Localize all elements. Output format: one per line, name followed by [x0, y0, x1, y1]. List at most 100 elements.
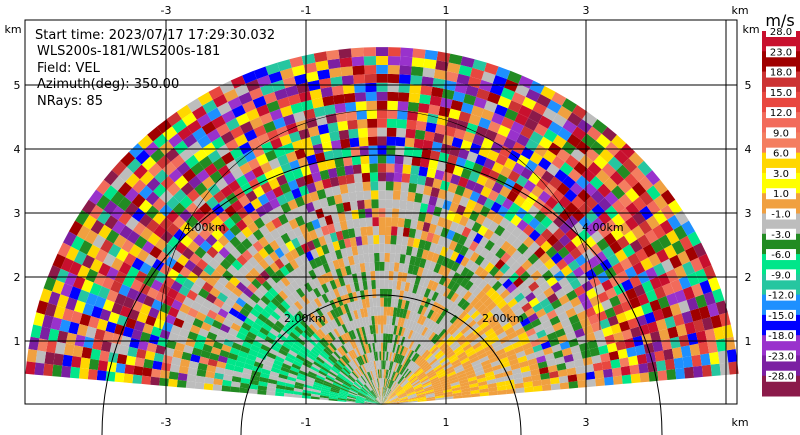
velocity-gate: [520, 365, 531, 373]
velocity-gate: [455, 284, 465, 295]
velocity-gate: [156, 119, 172, 134]
velocity-gate: [438, 317, 447, 327]
velocity-gate: [438, 106, 451, 118]
velocity-gate: [505, 221, 517, 234]
velocity-gate: [474, 243, 485, 255]
velocity-gate: [509, 335, 520, 345]
velocity-gate: [594, 251, 608, 264]
velocity-gate: [558, 276, 570, 288]
velocity-gate: [355, 399, 365, 402]
velocity-gate: [372, 226, 379, 236]
velocity-gate: [386, 369, 389, 379]
velocity-gate: [581, 280, 594, 293]
velocity-gate: [148, 334, 160, 345]
y-tick-right: 3: [745, 207, 752, 220]
velocity-gate: [577, 189, 591, 203]
velocity-gate: [84, 229, 99, 245]
velocity-gate: [148, 307, 160, 319]
velocity-gate: [538, 313, 550, 324]
velocity-gate: [248, 349, 259, 357]
velocity-gate: [242, 302, 254, 313]
velocity-gate: [592, 302, 605, 315]
velocity-gate: [327, 58, 341, 70]
velocity-gate: [389, 352, 393, 362]
velocity-gate: [590, 140, 606, 156]
velocity-gate: [377, 145, 387, 155]
velocity-gate: [387, 109, 398, 119]
velocity-gate: [331, 340, 339, 350]
velocity-gate: [276, 225, 287, 237]
velocity-gate: [217, 164, 231, 178]
velocity-gate: [368, 298, 374, 308]
velocity-gate: [315, 246, 325, 257]
velocity-gate: [306, 373, 317, 380]
velocity-gate: [460, 139, 473, 152]
velocity-gate: [377, 397, 382, 405]
velocity-gate: [242, 261, 254, 273]
velocity-gate: [338, 276, 346, 287]
velocity-gate: [273, 359, 284, 367]
velocity-gate: [557, 369, 568, 377]
velocity-gate: [478, 79, 493, 92]
velocity-gate: [571, 208, 585, 222]
velocity-gate: [503, 370, 513, 377]
velocity-gate: [547, 292, 559, 304]
velocity-gate: [440, 330, 450, 340]
velocity-gate: [355, 191, 365, 201]
velocity-gate: [272, 363, 282, 370]
velocity-gate: [712, 288, 725, 303]
velocity-gate: [481, 283, 492, 294]
velocity-gate: [356, 396, 366, 400]
velocity-gate: [628, 355, 639, 366]
velocity-gate: [274, 258, 285, 270]
velocity-gate: [362, 181, 371, 191]
velocity-gate: [99, 350, 110, 362]
velocity-gate: [403, 383, 412, 390]
velocity-gate: [639, 372, 650, 383]
velocity-gate: [638, 176, 654, 191]
velocity-gate: [675, 367, 686, 380]
velocity-gate: [383, 387, 385, 397]
velocity-gate: [611, 134, 627, 150]
velocity-gate: [695, 294, 708, 309]
velocity-gate: [534, 222, 547, 235]
velocity-gate: [399, 399, 409, 403]
velocity-gate: [421, 380, 431, 387]
velocity-gate: [403, 369, 411, 378]
velocity-gate: [368, 361, 373, 371]
velocity-gate: [132, 179, 147, 194]
velocity-gate: [360, 365, 366, 374]
velocity-gate: [494, 224, 506, 237]
velocity-gate: [388, 342, 392, 352]
velocity-gate: [249, 116, 264, 130]
velocity-gate: [318, 370, 328, 377]
velocity-gate: [664, 358, 676, 371]
velocity-gate: [361, 354, 366, 364]
velocity-gate: [484, 62, 499, 75]
velocity-gate: [512, 141, 526, 155]
velocity-gate: [522, 236, 535, 248]
velocity-gate: [479, 205, 491, 218]
velocity-gate: [152, 183, 167, 198]
velocity-gate: [408, 310, 415, 321]
velocity-gate: [679, 235, 693, 251]
velocity-gate: [365, 298, 370, 308]
velocity-gate: [366, 396, 375, 401]
x-tick-top: -3: [161, 4, 172, 17]
velocity-gate: [489, 83, 504, 96]
velocity-gate: [347, 321, 354, 331]
velocity-gate: [219, 349, 230, 358]
velocity-gate: [207, 149, 222, 164]
velocity-gate: [365, 397, 374, 402]
velocity-gate: [370, 181, 379, 191]
velocity-gate: [547, 364, 558, 373]
velocity-gate: [318, 77, 332, 89]
velocity-gate: [144, 253, 157, 267]
velocity-gate: [239, 162, 252, 175]
velocity-gate: [445, 71, 459, 83]
velocity-gate: [503, 293, 515, 304]
velocity-gate: [489, 335, 500, 345]
velocity-gate: [505, 245, 517, 257]
velocity-gate: [516, 133, 530, 147]
velocity-gate: [388, 324, 392, 334]
